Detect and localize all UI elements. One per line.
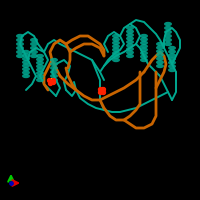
Ellipse shape: [22, 50, 30, 54]
Ellipse shape: [168, 60, 176, 65]
Ellipse shape: [112, 54, 120, 59]
Ellipse shape: [164, 42, 172, 46]
Ellipse shape: [126, 43, 134, 48]
Ellipse shape: [164, 26, 172, 30]
Ellipse shape: [126, 36, 134, 41]
Ellipse shape: [168, 53, 176, 58]
Ellipse shape: [140, 51, 148, 55]
Ellipse shape: [168, 57, 176, 61]
Ellipse shape: [140, 41, 148, 45]
Ellipse shape: [16, 34, 24, 38]
Ellipse shape: [156, 53, 164, 57]
Ellipse shape: [140, 37, 148, 42]
Ellipse shape: [156, 49, 164, 54]
Ellipse shape: [156, 60, 164, 65]
Point: [48, 81, 51, 85]
Ellipse shape: [22, 60, 30, 64]
Ellipse shape: [126, 26, 134, 30]
Ellipse shape: [112, 41, 120, 45]
Ellipse shape: [156, 42, 164, 46]
Ellipse shape: [126, 40, 134, 44]
Ellipse shape: [30, 46, 38, 50]
Point: [100, 89, 103, 92]
Ellipse shape: [126, 47, 134, 51]
Ellipse shape: [22, 64, 30, 68]
Ellipse shape: [16, 54, 24, 58]
Ellipse shape: [50, 66, 58, 70]
Ellipse shape: [36, 74, 44, 79]
Point: [51, 78, 54, 81]
Ellipse shape: [22, 74, 30, 78]
Ellipse shape: [50, 74, 58, 78]
Point: [47, 78, 51, 81]
Ellipse shape: [112, 44, 120, 48]
Ellipse shape: [112, 48, 120, 52]
Ellipse shape: [168, 64, 176, 69]
Ellipse shape: [30, 50, 38, 54]
Ellipse shape: [140, 58, 148, 62]
Ellipse shape: [164, 30, 172, 34]
Ellipse shape: [22, 70, 30, 75]
Ellipse shape: [140, 48, 148, 52]
Point: [98, 88, 101, 91]
Ellipse shape: [164, 38, 172, 42]
Point: [9, 181, 13, 185]
Ellipse shape: [30, 38, 38, 42]
Ellipse shape: [16, 42, 24, 46]
Ellipse shape: [16, 50, 24, 54]
Ellipse shape: [168, 68, 176, 72]
Ellipse shape: [126, 54, 134, 58]
Ellipse shape: [22, 53, 30, 58]
Point: [99, 91, 102, 94]
Ellipse shape: [22, 57, 30, 61]
Point: [102, 90, 105, 93]
Ellipse shape: [50, 58, 58, 62]
Ellipse shape: [126, 29, 134, 34]
Point: [102, 87, 105, 91]
Ellipse shape: [126, 50, 134, 55]
Ellipse shape: [36, 54, 44, 58]
Ellipse shape: [164, 34, 172, 38]
Ellipse shape: [36, 61, 44, 65]
Point: [49, 79, 53, 83]
Ellipse shape: [16, 46, 24, 50]
Ellipse shape: [156, 56, 164, 61]
Ellipse shape: [140, 44, 148, 48]
Ellipse shape: [50, 70, 58, 74]
Ellipse shape: [50, 78, 58, 82]
Ellipse shape: [36, 68, 44, 72]
Ellipse shape: [140, 34, 148, 38]
Ellipse shape: [126, 33, 134, 37]
Ellipse shape: [36, 71, 44, 75]
Ellipse shape: [112, 51, 120, 55]
Ellipse shape: [30, 42, 38, 46]
Ellipse shape: [140, 54, 148, 59]
Ellipse shape: [36, 57, 44, 62]
Ellipse shape: [168, 49, 176, 54]
Ellipse shape: [156, 45, 164, 50]
Ellipse shape: [168, 46, 176, 50]
Ellipse shape: [50, 62, 58, 66]
Ellipse shape: [112, 58, 120, 62]
Ellipse shape: [22, 67, 30, 71]
Ellipse shape: [112, 37, 120, 42]
Ellipse shape: [164, 22, 172, 26]
Ellipse shape: [156, 64, 164, 68]
Ellipse shape: [30, 54, 38, 58]
Point: [51, 81, 54, 84]
Ellipse shape: [36, 78, 44, 82]
Ellipse shape: [36, 64, 44, 68]
Ellipse shape: [112, 34, 120, 38]
Ellipse shape: [16, 38, 24, 42]
